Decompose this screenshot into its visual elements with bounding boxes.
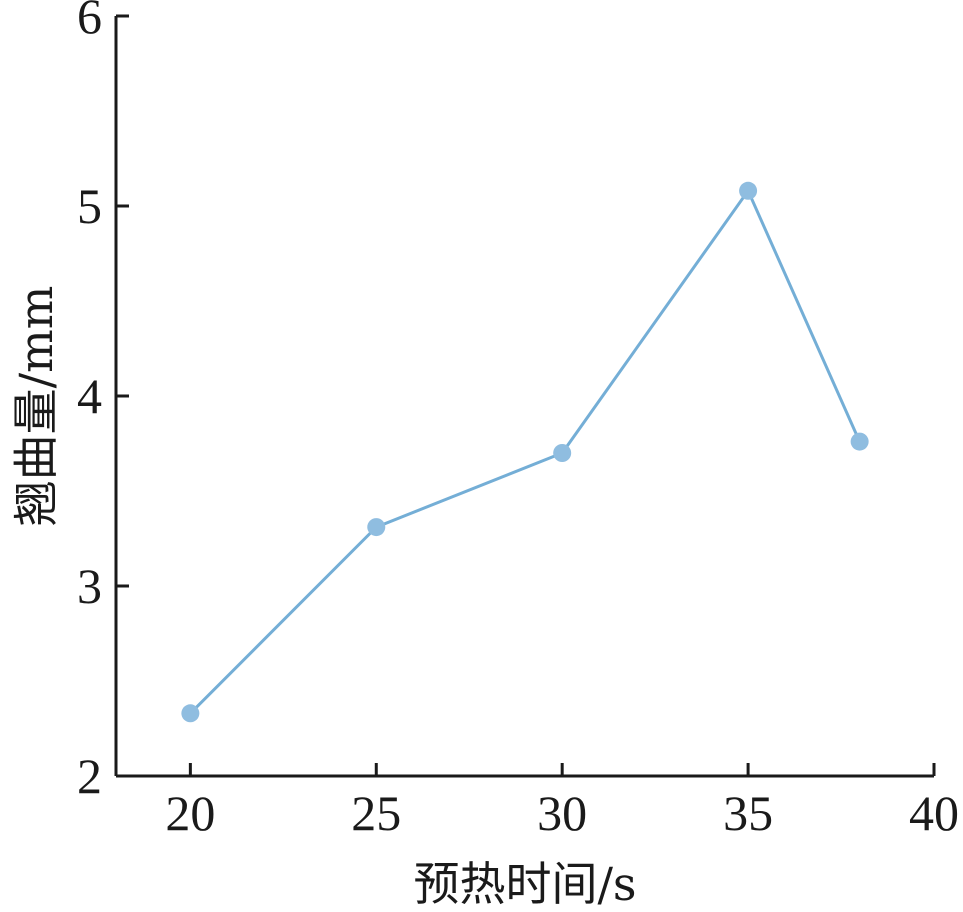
x-tick-label: 35 (723, 785, 773, 841)
y-tick-label: 4 (77, 368, 102, 424)
y-axis-title: 翘曲量/mm (9, 286, 63, 527)
y-tick-label: 2 (77, 748, 102, 804)
y-ticks: 2 3 4 5 6 (77, 0, 129, 804)
series-layer (181, 181, 869, 723)
data-point (850, 432, 869, 451)
data-point (367, 518, 386, 537)
x-tick-label: 30 (537, 785, 587, 841)
data-point (181, 704, 200, 723)
x-tick-label: 40 (909, 785, 959, 841)
x-ticks: 20 25 30 35 40 (165, 763, 959, 841)
data-point (553, 444, 572, 462)
x-axis-title: 预热时间/s (413, 857, 636, 911)
axes (114, 16, 934, 778)
data-point (739, 181, 758, 200)
y-tick-label: 5 (77, 178, 102, 234)
y-tick-label: 6 (77, 0, 102, 44)
series-line (189, 187, 861, 715)
x-tick-label: 25 (351, 785, 401, 841)
y-tick-label: 3 (77, 558, 102, 614)
x-tick-label: 20 (165, 785, 215, 841)
